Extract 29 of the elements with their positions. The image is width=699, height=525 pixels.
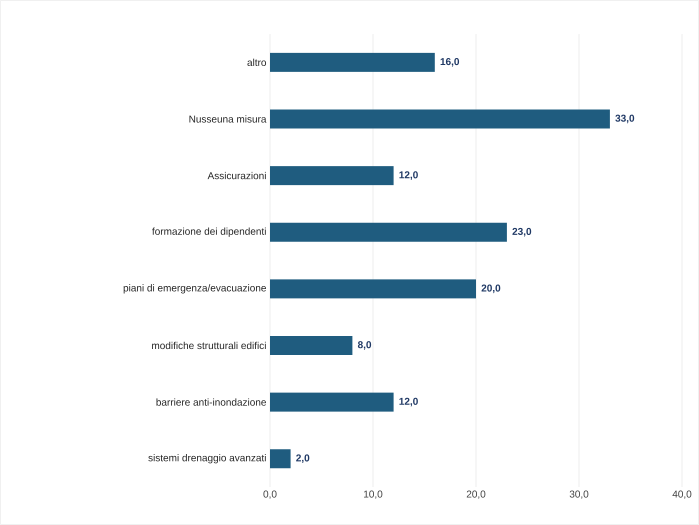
data-label: 12,0 xyxy=(399,398,418,406)
data-label: 12,0 xyxy=(399,171,418,180)
y-tick-label: piani di emergenza/evacuazione xyxy=(124,284,266,294)
data-label: 23,0 xyxy=(512,228,532,236)
data-label: 2,0 xyxy=(296,454,310,463)
y-tick-label: modifiche strutturali edifici xyxy=(152,342,266,350)
data-label: 20,0 xyxy=(482,284,500,294)
x-tick-label: 10,0 xyxy=(364,490,382,499)
data-label: 16,0 xyxy=(440,58,460,67)
bar xyxy=(270,449,291,468)
data-label: 8,0 xyxy=(358,341,372,350)
bar xyxy=(270,109,610,128)
y-tick-label: barriere anti-inondazione xyxy=(156,398,266,406)
y-tick-label: altro xyxy=(247,58,266,66)
x-tick-label: 30,0 xyxy=(570,490,588,499)
x-tick-label: 40,0 xyxy=(672,490,692,499)
bar xyxy=(270,166,394,186)
x-tick-label: 0,0 xyxy=(263,490,277,499)
y-tick-label: sistemi drenaggio avanzati xyxy=(148,454,266,464)
bar xyxy=(270,336,352,355)
bar xyxy=(270,392,394,412)
data-label: 33,0 xyxy=(615,114,634,124)
bar xyxy=(270,222,507,242)
x-tick-label: 20,0 xyxy=(466,490,486,499)
y-tick-label: Nusseuna misura xyxy=(189,115,266,123)
bar xyxy=(270,52,435,72)
bar xyxy=(270,279,476,298)
y-tick-label: Assicurazioni xyxy=(208,172,266,180)
y-tick-label: formazione dei dipendenti xyxy=(152,228,266,237)
